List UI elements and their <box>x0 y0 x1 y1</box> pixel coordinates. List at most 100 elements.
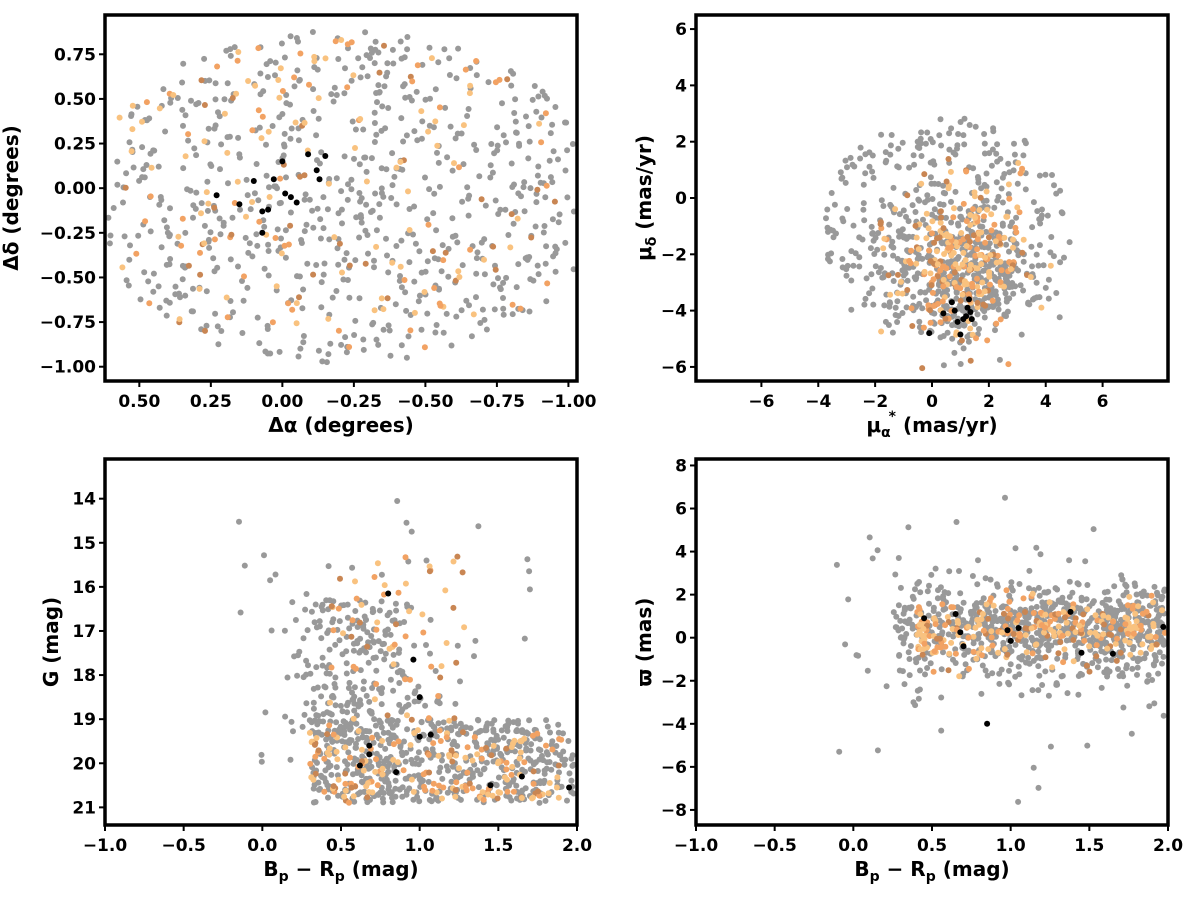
pm-member-star <box>926 247 932 254</box>
cmd-field-star <box>555 721 562 728</box>
plx-field-star <box>1115 666 1121 672</box>
plx-member-star <box>1092 612 1099 619</box>
pm-field-star <box>1035 262 1042 269</box>
cmd-field-star <box>522 768 528 775</box>
cmd-field-star <box>333 719 340 726</box>
sky-field-star <box>500 311 507 318</box>
cmd-x-tick-label: 1.5 <box>483 836 513 856</box>
sky-field-star <box>135 232 142 239</box>
sky-member-star <box>466 90 473 97</box>
sky-field-star <box>441 46 448 53</box>
pm-field-star <box>1006 295 1013 302</box>
sky-y-label: Δδ (degrees) <box>0 125 23 271</box>
sky-field-star <box>435 159 442 166</box>
pm-member-star <box>945 185 952 192</box>
plx-field-star <box>926 582 932 589</box>
cmd-y-tick-label: 17 <box>72 622 96 642</box>
cmd-field-star <box>332 702 339 709</box>
cmd-field-star <box>568 777 575 784</box>
sky-member-star <box>285 300 292 307</box>
plx-field-star <box>982 575 989 582</box>
pm-field-star <box>879 274 886 281</box>
plx-member-star <box>1061 646 1068 653</box>
cmd-field-star <box>535 746 542 753</box>
sky-field-star <box>492 197 499 204</box>
plx-member-star <box>1150 599 1157 606</box>
plx-member-star <box>988 634 995 641</box>
cmd-x-tick-label: 0.5 <box>326 836 356 856</box>
pm-field-star <box>844 164 850 171</box>
plx-field-star <box>1017 606 1024 613</box>
sky-field-star <box>401 54 408 61</box>
cmd-field-star <box>493 782 500 789</box>
pm-member-star <box>930 276 937 283</box>
cmd-field-star <box>474 767 481 774</box>
pm-member-star <box>892 206 899 213</box>
pm-field-star <box>1015 267 1022 274</box>
pm-field-star <box>960 345 967 352</box>
pm-member-star <box>940 283 947 290</box>
sky-member-star <box>293 300 300 307</box>
cmd-field-star <box>368 763 375 770</box>
sky-field-star <box>422 268 429 275</box>
cmd-field-star <box>389 799 396 806</box>
plx-core-star <box>952 611 959 617</box>
cmd-core-star <box>518 773 525 780</box>
sky-field-star <box>182 229 189 236</box>
sky-field-star <box>513 284 520 291</box>
pm-field-star <box>910 152 917 159</box>
sky-field-star <box>193 189 200 196</box>
pm-field-star <box>1036 172 1043 179</box>
sky-field-star <box>464 184 471 191</box>
plx-field-star <box>1016 581 1023 587</box>
cmd-member-star <box>326 722 333 729</box>
cmd-field-star <box>337 702 344 709</box>
pm-field-star <box>1003 313 1009 320</box>
sky-field-star <box>495 211 502 217</box>
sky-field-star <box>323 359 330 366</box>
cmd-field-star <box>319 662 326 669</box>
plx-field-star <box>1008 579 1015 586</box>
plx-field-star <box>917 589 924 596</box>
pm-field-star <box>1029 263 1035 270</box>
sky-field-star <box>272 72 278 79</box>
sky-field-star <box>180 165 187 172</box>
sky-field-star <box>299 305 306 312</box>
cmd-field-star <box>344 614 351 621</box>
plx-field-star <box>1054 655 1061 662</box>
sky-field-star <box>411 128 418 135</box>
sky-field-star <box>543 243 550 250</box>
sky-member-star <box>389 259 396 266</box>
plx-field-star <box>975 635 982 642</box>
sky-member-star <box>170 92 177 98</box>
sky-field-star <box>384 60 391 67</box>
pm-field-star <box>989 146 996 153</box>
sky-field-star <box>494 124 501 131</box>
sky-member-star <box>456 164 462 171</box>
cmd-field-star <box>353 744 359 751</box>
pm-field-star <box>946 146 953 153</box>
plx-field-star <box>1151 583 1158 590</box>
cmd-field-star <box>433 733 440 740</box>
sky-field-star <box>464 113 471 119</box>
pm-member-star <box>1027 274 1034 280</box>
pm-member-star <box>963 243 970 249</box>
sky-field-star <box>303 221 310 228</box>
pm-member-star <box>937 219 944 226</box>
sky-member-star <box>467 246 474 253</box>
cmd-field-star <box>381 758 388 765</box>
cmd-field-star <box>392 785 399 792</box>
cmd-field-star <box>324 630 331 636</box>
sky-field-star <box>531 83 538 89</box>
cmd-member-star <box>510 788 517 795</box>
plx-member-star <box>1042 654 1049 661</box>
sky-core-star <box>259 229 266 236</box>
sky-field-star <box>339 220 345 227</box>
sky-field-star <box>416 248 423 255</box>
sky-field-star <box>203 322 210 329</box>
sky-member-star <box>414 62 421 69</box>
pm-field-star <box>888 132 895 138</box>
sky-field-star <box>376 214 383 221</box>
sky-field-star <box>217 166 223 173</box>
cmd-field-star <box>287 756 294 763</box>
